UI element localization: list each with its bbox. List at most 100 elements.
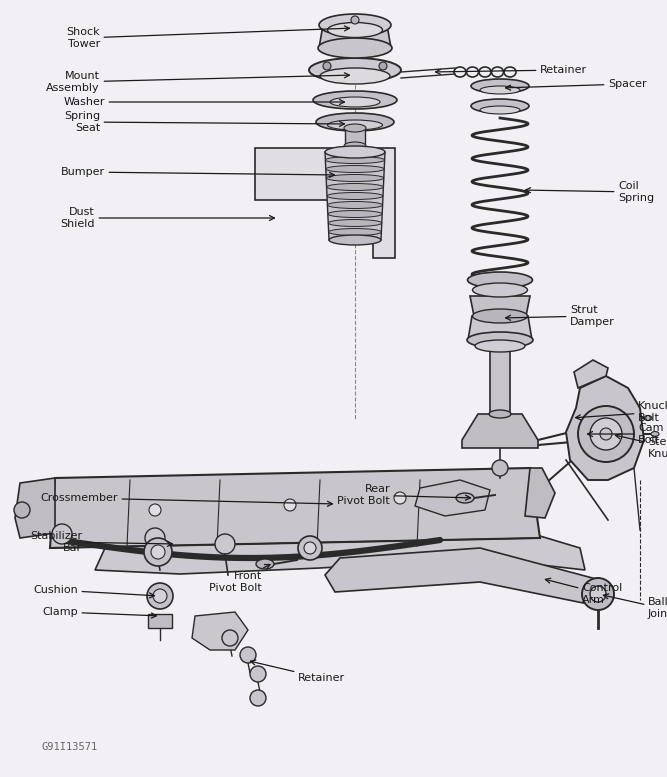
- Ellipse shape: [327, 201, 383, 208]
- Circle shape: [582, 578, 614, 610]
- Ellipse shape: [318, 38, 392, 58]
- Polygon shape: [462, 414, 538, 448]
- Text: G91I13571: G91I13571: [42, 742, 98, 752]
- Text: Cam
Bolt: Cam Bolt: [588, 423, 664, 444]
- Ellipse shape: [475, 340, 525, 352]
- Circle shape: [298, 536, 322, 560]
- Polygon shape: [525, 468, 555, 518]
- Polygon shape: [255, 148, 395, 258]
- Polygon shape: [192, 612, 248, 650]
- Circle shape: [578, 406, 634, 462]
- Circle shape: [145, 528, 165, 548]
- Ellipse shape: [468, 272, 532, 288]
- Circle shape: [323, 62, 331, 70]
- Text: Mount
Assembly: Mount Assembly: [47, 71, 350, 92]
- Ellipse shape: [319, 14, 391, 36]
- Ellipse shape: [651, 431, 659, 437]
- Circle shape: [144, 538, 172, 566]
- Ellipse shape: [326, 175, 384, 182]
- Ellipse shape: [471, 99, 529, 113]
- Text: Shock
Tower: Shock Tower: [67, 26, 350, 49]
- Bar: [490, 348, 510, 414]
- Ellipse shape: [327, 211, 382, 218]
- Text: Rear
Pivot Bolt: Rear Pivot Bolt: [338, 484, 470, 506]
- Ellipse shape: [591, 414, 605, 422]
- Polygon shape: [574, 360, 608, 388]
- Text: Strut
Damper: Strut Damper: [506, 305, 615, 327]
- Text: Knuckle
Bolt: Knuckle Bolt: [576, 401, 667, 423]
- Text: Spacer: Spacer: [506, 79, 646, 90]
- Text: Steering
Knuckle: Steering Knuckle: [616, 434, 667, 458]
- Text: Crossmember: Crossmember: [41, 493, 332, 507]
- Text: Bumper: Bumper: [61, 167, 334, 177]
- Circle shape: [151, 545, 165, 559]
- Ellipse shape: [467, 332, 533, 348]
- Ellipse shape: [256, 559, 274, 569]
- Ellipse shape: [456, 493, 474, 503]
- Text: Control
Arm: Control Arm: [546, 578, 622, 605]
- Ellipse shape: [327, 23, 382, 37]
- Circle shape: [250, 690, 266, 706]
- Polygon shape: [566, 376, 644, 480]
- Ellipse shape: [344, 124, 366, 132]
- Circle shape: [492, 460, 508, 476]
- Polygon shape: [325, 548, 608, 606]
- Ellipse shape: [316, 113, 394, 131]
- Ellipse shape: [344, 142, 366, 150]
- Polygon shape: [325, 152, 385, 240]
- Circle shape: [250, 666, 266, 682]
- Circle shape: [394, 492, 406, 504]
- Circle shape: [52, 524, 72, 544]
- Polygon shape: [415, 480, 490, 516]
- Circle shape: [600, 428, 612, 440]
- Ellipse shape: [325, 156, 385, 163]
- Ellipse shape: [330, 97, 380, 107]
- Ellipse shape: [598, 430, 612, 438]
- Circle shape: [215, 534, 235, 554]
- Ellipse shape: [325, 166, 384, 172]
- Circle shape: [304, 542, 316, 554]
- Polygon shape: [319, 25, 391, 48]
- Circle shape: [147, 583, 173, 609]
- Ellipse shape: [489, 410, 511, 418]
- Ellipse shape: [480, 86, 520, 94]
- Text: Coil
Spring: Coil Spring: [526, 181, 654, 203]
- Circle shape: [284, 499, 296, 511]
- Circle shape: [590, 418, 622, 450]
- Ellipse shape: [327, 183, 384, 190]
- Text: Retainer: Retainer: [250, 660, 345, 683]
- Ellipse shape: [329, 235, 381, 245]
- Text: Washer: Washer: [63, 97, 344, 107]
- Ellipse shape: [329, 228, 382, 235]
- Text: Ball
Joint: Ball Joint: [604, 594, 667, 618]
- Circle shape: [379, 62, 387, 70]
- Ellipse shape: [471, 79, 529, 93]
- Ellipse shape: [472, 283, 528, 297]
- Text: Clamp: Clamp: [43, 607, 157, 618]
- Ellipse shape: [325, 146, 385, 158]
- Ellipse shape: [480, 106, 520, 114]
- Circle shape: [149, 504, 161, 516]
- Ellipse shape: [328, 219, 382, 227]
- Polygon shape: [468, 316, 532, 340]
- Text: Retainer: Retainer: [436, 65, 587, 75]
- Circle shape: [222, 630, 238, 646]
- Ellipse shape: [327, 193, 383, 200]
- Circle shape: [14, 502, 30, 518]
- Text: Spring
Seat: Spring Seat: [64, 111, 344, 133]
- Circle shape: [153, 589, 167, 603]
- Ellipse shape: [320, 68, 390, 84]
- Bar: [345, 128, 365, 146]
- Circle shape: [240, 647, 256, 663]
- Text: Stabilizer
Bar: Stabilizer Bar: [30, 531, 173, 552]
- Circle shape: [590, 586, 606, 602]
- Polygon shape: [95, 518, 585, 574]
- Bar: [148, 614, 172, 628]
- Text: Front
Pivot Bolt: Front Pivot Bolt: [209, 565, 270, 593]
- Ellipse shape: [327, 120, 382, 130]
- Ellipse shape: [644, 416, 652, 420]
- Polygon shape: [15, 478, 55, 538]
- Ellipse shape: [472, 309, 528, 323]
- Text: Dust
Shield: Dust Shield: [61, 207, 274, 228]
- Polygon shape: [50, 468, 540, 548]
